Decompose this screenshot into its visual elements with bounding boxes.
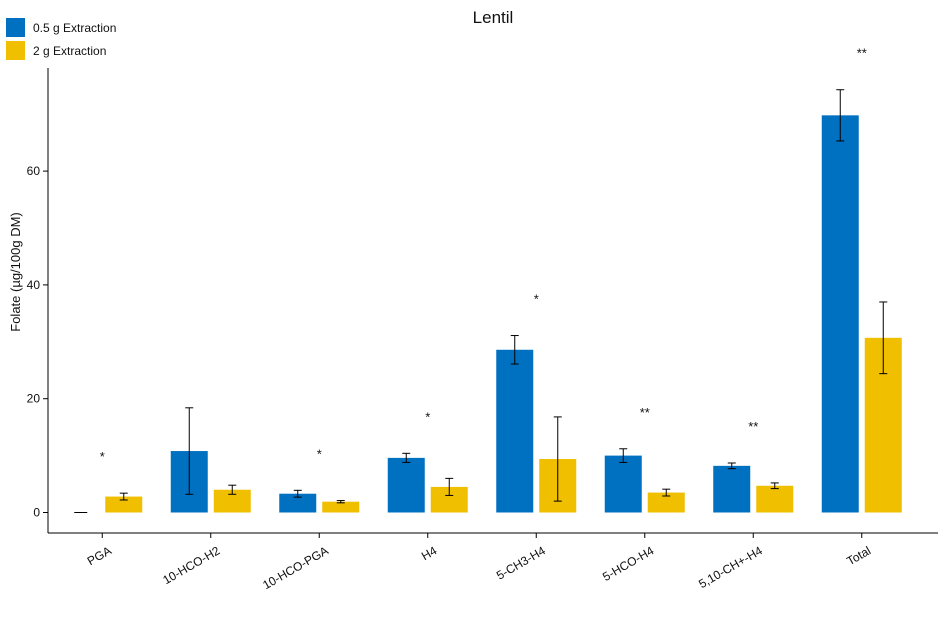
bar: [387, 457, 425, 513]
x-tick-label: 5,10-CH+-H4: [696, 543, 765, 591]
significance-marker: *: [317, 446, 322, 461]
significance-marker: **: [748, 419, 758, 434]
legend-swatch: [6, 41, 25, 60]
bar: [821, 115, 859, 513]
legend-label: 2 g Extraction: [33, 44, 106, 58]
x-ticks: PGA 10-HCO-H2 10-HCO-PGA H4 5-CH3-H4 5-HCO-H4…: [85, 533, 873, 592]
significance-marker: *: [425, 409, 430, 424]
x-tick-label: 10-HCO-H2: [160, 543, 222, 587]
bar: [213, 489, 251, 513]
x-tick-label: 5-HCO-H4: [600, 543, 656, 584]
bars: [74, 115, 902, 513]
legend-swatch: [6, 18, 25, 37]
y-ticks: 0 20 40 60: [27, 164, 48, 520]
y-tick-label: 40: [27, 278, 41, 292]
error-bars: [119, 89, 888, 504]
legend-label: 0.5 g Extraction: [33, 21, 116, 35]
x-tick-label: PGA: [85, 543, 114, 568]
bar: [756, 485, 794, 513]
y-tick-label: 0: [33, 506, 40, 520]
bar: [604, 455, 642, 513]
y-axis-title: Folate (µg/100g DM): [8, 212, 23, 331]
significance-marker: *: [534, 292, 539, 307]
bar: [647, 492, 685, 513]
bar: [322, 501, 360, 513]
significance-marker: *: [100, 449, 105, 464]
significance-marker: **: [640, 405, 650, 420]
significance-markers: * *********: [100, 46, 867, 464]
y-tick-label: 60: [27, 164, 41, 178]
bar: [496, 349, 534, 513]
x-tick-label: 5-CH3-H4: [494, 543, 548, 582]
x-tick-label: H4: [419, 543, 440, 563]
x-tick-label: 10-HCO-PGA: [260, 543, 331, 592]
legend: 0.5 g Extraction 2 g Extraction: [6, 18, 116, 60]
bar: [279, 493, 317, 513]
bar: [713, 465, 751, 513]
x-tick-label: Total: [844, 543, 873, 568]
y-tick-label: 20: [27, 392, 41, 406]
significance-marker: **: [857, 46, 867, 61]
chart-title: Lentil: [473, 8, 514, 27]
bar: [105, 496, 143, 513]
